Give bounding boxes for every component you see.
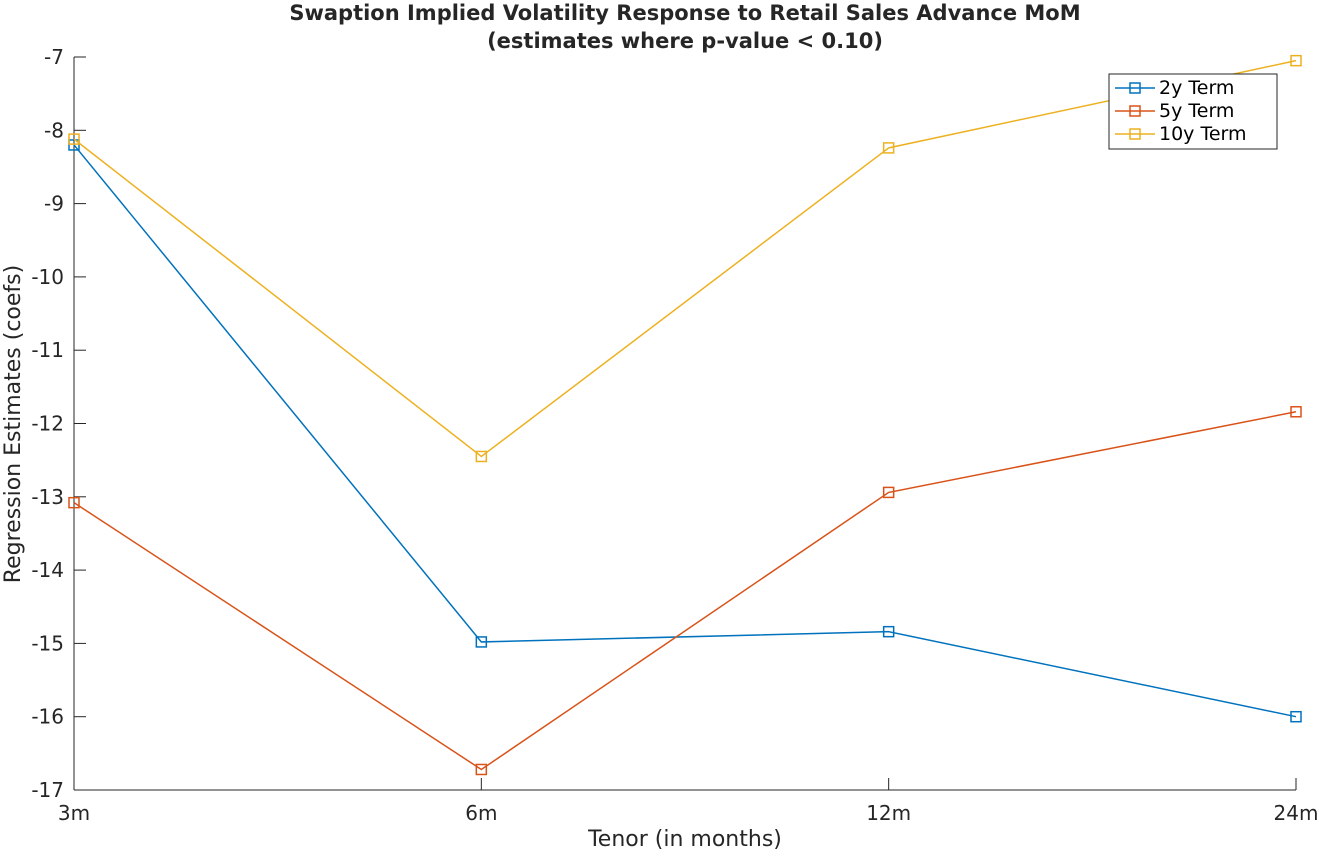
legend-marker bbox=[1129, 105, 1141, 117]
series-line bbox=[73, 411, 1297, 771]
series-3 bbox=[68, 54, 1302, 463]
data-point-marker bbox=[475, 763, 488, 776]
y-tick-label: -11 bbox=[31, 338, 64, 362]
legend-item: 5y Term bbox=[1115, 100, 1234, 122]
series-line bbox=[73, 144, 1297, 718]
chart-subtitle: (estimates where p-value < 0.10) bbox=[487, 29, 883, 53]
legend-label: 2y Term bbox=[1159, 77, 1234, 99]
data-point-marker bbox=[475, 450, 488, 463]
data-point-marker bbox=[882, 625, 895, 638]
series-lines bbox=[68, 54, 1302, 776]
y-tick-label: -9 bbox=[44, 192, 64, 216]
legend-label: 5y Term bbox=[1159, 100, 1234, 122]
axes: -17 -16 -15 -14 -13 -12 -11 -10 -9 -8 -7 3m 6m 12m 24m bbox=[31, 45, 1318, 825]
y-tick-label: -7 bbox=[44, 45, 64, 69]
legend-marker bbox=[1129, 128, 1141, 140]
y-tick-label: -16 bbox=[31, 705, 64, 729]
data-point-marker bbox=[1290, 406, 1302, 418]
y-tick-label: -10 bbox=[31, 265, 64, 289]
data-point-marker bbox=[1290, 54, 1302, 67]
data-point-marker bbox=[882, 486, 895, 499]
series-2 bbox=[68, 406, 1302, 776]
legend-item: 2y Term bbox=[1115, 77, 1234, 99]
x-tick-label: 3m bbox=[58, 801, 90, 825]
series-1 bbox=[68, 139, 1302, 723]
y-tick-label: -8 bbox=[44, 118, 64, 142]
legend-label: 10y Term bbox=[1159, 123, 1247, 145]
y-tick-label: -17 bbox=[31, 778, 64, 802]
y-tick-label: -12 bbox=[31, 412, 64, 436]
y-axis-label: Regression Estimates (coefs) bbox=[1, 265, 26, 583]
data-point-marker bbox=[882, 142, 895, 154]
data-point-marker bbox=[1290, 710, 1302, 723]
chart-title: Swaption Implied Volatility Response to … bbox=[289, 1, 1080, 25]
series-line bbox=[73, 59, 1297, 458]
legend-marker bbox=[1129, 82, 1141, 94]
data-point-marker bbox=[68, 133, 80, 145]
legend-item: 10y Term bbox=[1115, 123, 1247, 145]
y-tick-label: -15 bbox=[31, 631, 64, 655]
data-point-marker bbox=[68, 496, 80, 509]
y-tick-label: -13 bbox=[31, 485, 64, 509]
x-tick-label: 6m bbox=[465, 801, 497, 825]
x-tick-label: 24m bbox=[1274, 801, 1319, 825]
x-tick-label: 12m bbox=[866, 801, 911, 825]
data-point-marker bbox=[475, 636, 488, 648]
x-axis-label: Tenor (in months) bbox=[587, 827, 782, 852]
y-tick-label: -14 bbox=[31, 558, 64, 582]
